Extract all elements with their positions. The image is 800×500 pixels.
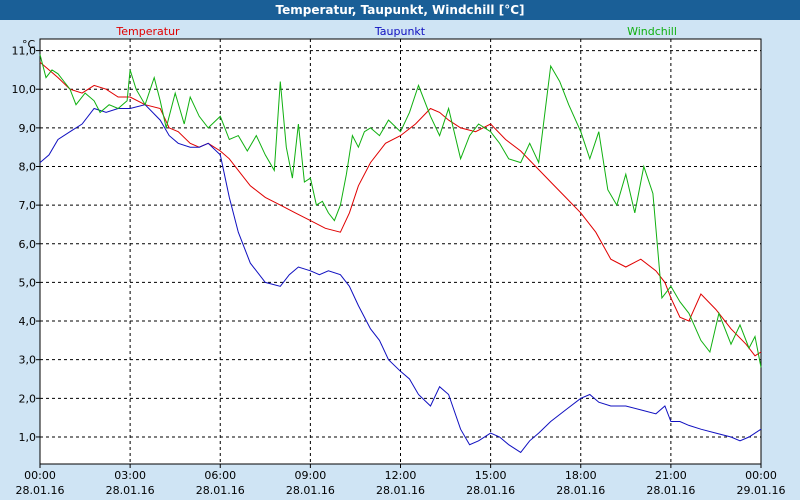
series-line-taupunkt (39, 104, 762, 454)
y-tick-label: 2,0 (19, 392, 37, 405)
x-tick-date: 28.01.16 (196, 484, 245, 497)
legend-windchill: Windchill (627, 25, 677, 38)
y-tick-label: 8,0 (19, 161, 37, 174)
x-tick-date: 28.01.16 (556, 484, 605, 497)
y-tick-label: 10,0 (12, 83, 37, 96)
x-tick-date: 28.01.16 (646, 484, 695, 497)
x-tick-time: 03:00 (114, 469, 146, 482)
y-tick-label: 6,0 (19, 238, 37, 251)
y-tick-label: 3,0 (19, 354, 37, 367)
series-line-temperatur (39, 61, 762, 357)
y-tick-label: 7,0 (19, 199, 37, 212)
x-tick-date: 28.01.16 (106, 484, 155, 497)
legend: Temperatur Taupunkt Windchill (115, 25, 677, 38)
legend-temperatur: Temperatur (115, 25, 180, 38)
y-axis: 1,0 2,0 3,0 4,0 5,0 6,0 7,0 8,0 9,0 10,0 11,0 (12, 45, 40, 444)
series-line-windchill (39, 54, 762, 368)
y-axis-label: °C (22, 38, 36, 51)
x-tick-date: 29.01.16 (737, 484, 786, 497)
x-tick-time: 15:00 (475, 469, 507, 482)
x-tick-time: 06:00 (204, 469, 236, 482)
x-tick-date: 28.01.16 (286, 484, 335, 497)
series-lines (39, 54, 762, 454)
y-tick-label: 9,0 (19, 122, 37, 135)
grid-lines (40, 39, 761, 464)
x-tick-time: 18:00 (565, 469, 597, 482)
y-tick-label: 11,0 (12, 45, 37, 58)
x-tick-date: 28.01.16 (376, 484, 425, 497)
x-tick-date: 28.01.16 (466, 484, 515, 497)
legend-taupunkt: Taupunkt (374, 25, 426, 38)
y-tick-label: 5,0 (19, 276, 37, 289)
x-tick-time: 00:00 (24, 469, 56, 482)
x-tick-date: 28.01.16 (16, 484, 65, 497)
x-tick-time: 00:00 (745, 469, 777, 482)
y-tick-label: 4,0 (19, 315, 37, 328)
x-tick-time: 12:00 (385, 469, 417, 482)
x-tick-time: 09:00 (295, 469, 327, 482)
x-tick-time: 21:00 (655, 469, 687, 482)
y-tick-label: 1,0 (19, 431, 37, 444)
chart-title: Temperatur, Taupunkt, Windchill [°C] (0, 0, 800, 20)
x-axis: 00:00 28.01.16 03:00 28.01.16 06:00 28.01.16 0… (16, 464, 786, 497)
